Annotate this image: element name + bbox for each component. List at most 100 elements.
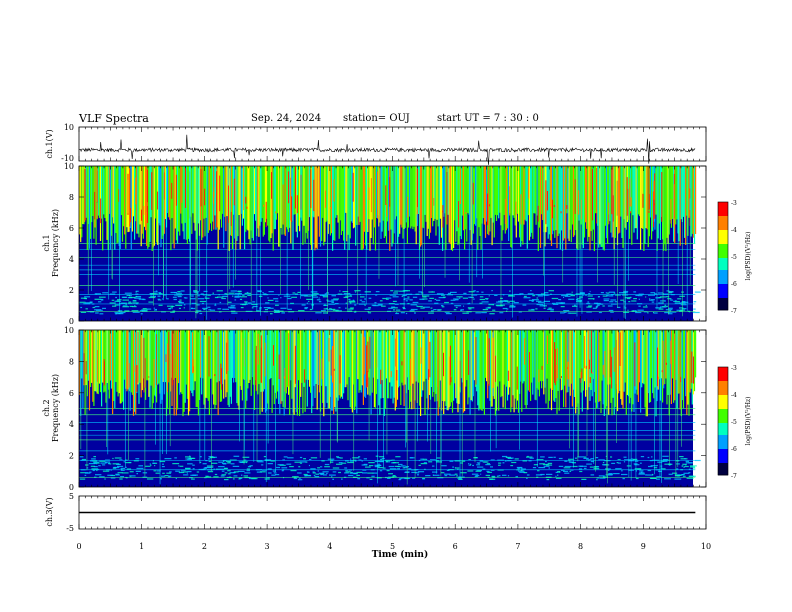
spectrogram-cell bbox=[101, 330, 103, 407]
spectrogram-cell bbox=[326, 472, 328, 475]
spectrogram-cell bbox=[445, 313, 452, 315]
spectrogram-cell bbox=[411, 471, 417, 473]
spectrogram-cell bbox=[96, 469, 98, 472]
spectrogram-cell bbox=[638, 293, 644, 295]
spectrogram-cell bbox=[614, 301, 618, 303]
spectrogram-cell bbox=[400, 465, 406, 467]
spectrogram-cell bbox=[394, 465, 400, 467]
spectrogram-cell bbox=[688, 462, 693, 464]
spectrogram-cell bbox=[484, 166, 487, 238]
colorbar-tick-label: -5 bbox=[731, 254, 737, 261]
spectrogram-cell bbox=[648, 194, 650, 210]
spectrogram-cell bbox=[431, 166, 433, 218]
spectrogram-cell bbox=[608, 291, 615, 293]
spectrogram-cell bbox=[417, 330, 419, 383]
spectrogram-cell bbox=[203, 290, 208, 292]
spectrogram-cell bbox=[375, 291, 380, 293]
spectrogram-cell bbox=[143, 330, 146, 388]
spectrogram-cell bbox=[91, 166, 93, 223]
spectrogram-cell bbox=[213, 476, 219, 478]
spectrogram-cell bbox=[466, 166, 468, 242]
spectrogram-cell bbox=[308, 464, 310, 467]
spectrogram-cell bbox=[336, 456, 339, 458]
spectrogram-cell bbox=[465, 212, 467, 215]
spectrogram-cell bbox=[653, 312, 658, 314]
colorbar-swatch bbox=[718, 467, 728, 470]
spectrogram-cell bbox=[368, 307, 371, 309]
spectrogram-cell bbox=[185, 166, 187, 240]
spectrogram-cell bbox=[566, 330, 568, 393]
spectrogram-cell bbox=[122, 305, 128, 307]
spectrogram-cell bbox=[135, 295, 138, 298]
spectrogram-cell bbox=[340, 166, 342, 235]
spectrogram-cell bbox=[525, 166, 527, 222]
spectrogram-cell bbox=[266, 330, 268, 411]
spectrogram-cell bbox=[331, 476, 333, 478]
spectrogram-cell bbox=[112, 457, 114, 460]
spectrogram-cell bbox=[228, 473, 231, 475]
spectrogram-cell bbox=[393, 166, 395, 234]
spectrogram-cell bbox=[429, 341, 431, 378]
spectrogram-cell bbox=[447, 292, 451, 294]
spectrogram-cell bbox=[310, 468, 316, 470]
spectrogram-cell bbox=[158, 292, 161, 294]
spectrogram-cell bbox=[404, 166, 406, 228]
spectrogram-cell bbox=[125, 330, 127, 389]
spectrogram-cell bbox=[372, 166, 374, 245]
spectrogram-cell bbox=[588, 298, 595, 300]
spectrogram-cell bbox=[269, 166, 271, 243]
spectrogram-cell bbox=[151, 166, 153, 251]
spectrogram-cell bbox=[150, 166, 152, 218]
spectrogram-cell bbox=[311, 294, 317, 296]
spectrogram-cell bbox=[369, 336, 371, 369]
spectrogram-cell bbox=[684, 330, 686, 379]
spectrogram-cell bbox=[208, 456, 214, 458]
spectrogram-cell bbox=[263, 330, 265, 390]
spectrogram-cell bbox=[132, 300, 137, 302]
spectrogram-cell bbox=[596, 304, 600, 306]
spectrogram-cell bbox=[536, 297, 539, 299]
spectrogram-cell bbox=[278, 294, 280, 296]
spectrogram-cell bbox=[477, 466, 484, 468]
spectrogram-cell bbox=[609, 166, 611, 222]
spectrogram-cell bbox=[153, 307, 155, 309]
spectrogram-cell bbox=[102, 470, 110, 472]
spectrogram-cell bbox=[275, 304, 279, 306]
spectrogram-cell bbox=[526, 474, 530, 476]
spectrogram-cell bbox=[245, 196, 247, 204]
spectrogram-cell bbox=[444, 475, 448, 477]
spectrogram-cell bbox=[531, 166, 533, 233]
spectrogram-cell bbox=[566, 166, 568, 214]
spectrogram-cell bbox=[672, 472, 678, 474]
spectrogram-cell bbox=[253, 330, 256, 410]
spectrogram-cell bbox=[541, 166, 543, 215]
spectrogram-cell bbox=[537, 205, 539, 222]
spectrogram-cell bbox=[431, 291, 433, 293]
spectrogram-cell bbox=[305, 166, 307, 233]
spectrogram-cell bbox=[586, 463, 592, 465]
spectrogram-cell bbox=[287, 297, 292, 300]
spectrogram-cell bbox=[183, 474, 189, 476]
colorbar-frame bbox=[717, 201, 729, 311]
spectrogram-cell bbox=[233, 475, 238, 477]
colorbar-swatch bbox=[718, 405, 728, 408]
spectrogram-cell bbox=[423, 296, 427, 298]
ch1-waveform-line bbox=[78, 134, 696, 165]
spectrogram-cell bbox=[508, 166, 510, 241]
time-tick-label: 3 bbox=[265, 542, 270, 551]
spectrogram-cell bbox=[344, 472, 349, 474]
spectrogram-cell bbox=[491, 330, 493, 407]
spectrogram-cell bbox=[93, 166, 95, 239]
spectrogram-cell bbox=[337, 330, 339, 401]
spectrogram-cell bbox=[281, 470, 284, 472]
colorbar-swatch bbox=[718, 459, 728, 462]
spectrogram-cell bbox=[134, 166, 136, 240]
spectrogram-cell bbox=[145, 166, 147, 231]
colorbar-swatch bbox=[718, 290, 728, 293]
spectrogram-cell bbox=[157, 330, 159, 385]
spectrogram-cell bbox=[445, 166, 447, 250]
colorbar-swatch bbox=[718, 294, 728, 297]
colorbar-swatch bbox=[718, 246, 728, 249]
spectrogram-cell bbox=[567, 330, 569, 393]
spectrogram-cell bbox=[148, 376, 150, 378]
